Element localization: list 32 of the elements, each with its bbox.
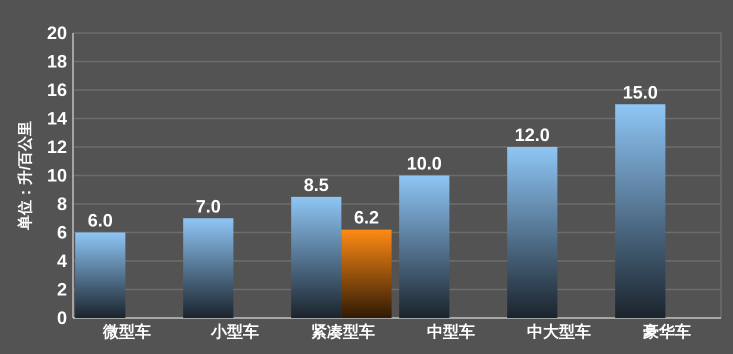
- y-tick-label: 0: [56, 308, 67, 328]
- bar: [183, 218, 234, 318]
- bar: [615, 104, 666, 318]
- x-tick-label: 微型车: [102, 323, 151, 341]
- data-label: 8.5: [304, 174, 329, 195]
- x-tick-label: 豪华车: [642, 323, 691, 341]
- data-label: 6.0: [88, 210, 113, 230]
- bar: [507, 147, 558, 318]
- y-tick-label: 4: [56, 251, 67, 271]
- y-tick-label: 16: [46, 80, 67, 100]
- data-label: 6.2: [354, 208, 380, 228]
- x-tick-label: 中型车: [427, 323, 475, 341]
- bar: [399, 176, 450, 318]
- y-axis-title: 单位：升/百公里: [17, 120, 34, 232]
- bar: [291, 196, 342, 318]
- data-label: 15.0: [622, 82, 658, 102]
- y-tick-label: 8: [56, 194, 67, 214]
- x-tick-label: 中大型车: [527, 323, 591, 341]
- bar: [75, 232, 126, 318]
- y-tick-label: 12: [46, 137, 67, 157]
- x-tick-label: 小型车: [210, 323, 259, 341]
- data-label: 12.0: [514, 125, 550, 145]
- bar: [341, 230, 392, 318]
- data-label: 10.0: [406, 154, 442, 174]
- y-tick-label: 6: [56, 222, 67, 242]
- y-tick-label: 2: [56, 280, 67, 300]
- y-tick-label: 20: [46, 23, 67, 43]
- y-tick-label: 18: [46, 52, 67, 72]
- y-tick-label: 10: [46, 166, 67, 186]
- y-tick-label: 14: [46, 108, 67, 128]
- x-tick-label: 紧凑型车: [311, 323, 375, 341]
- data-label: 7.0: [196, 196, 221, 216]
